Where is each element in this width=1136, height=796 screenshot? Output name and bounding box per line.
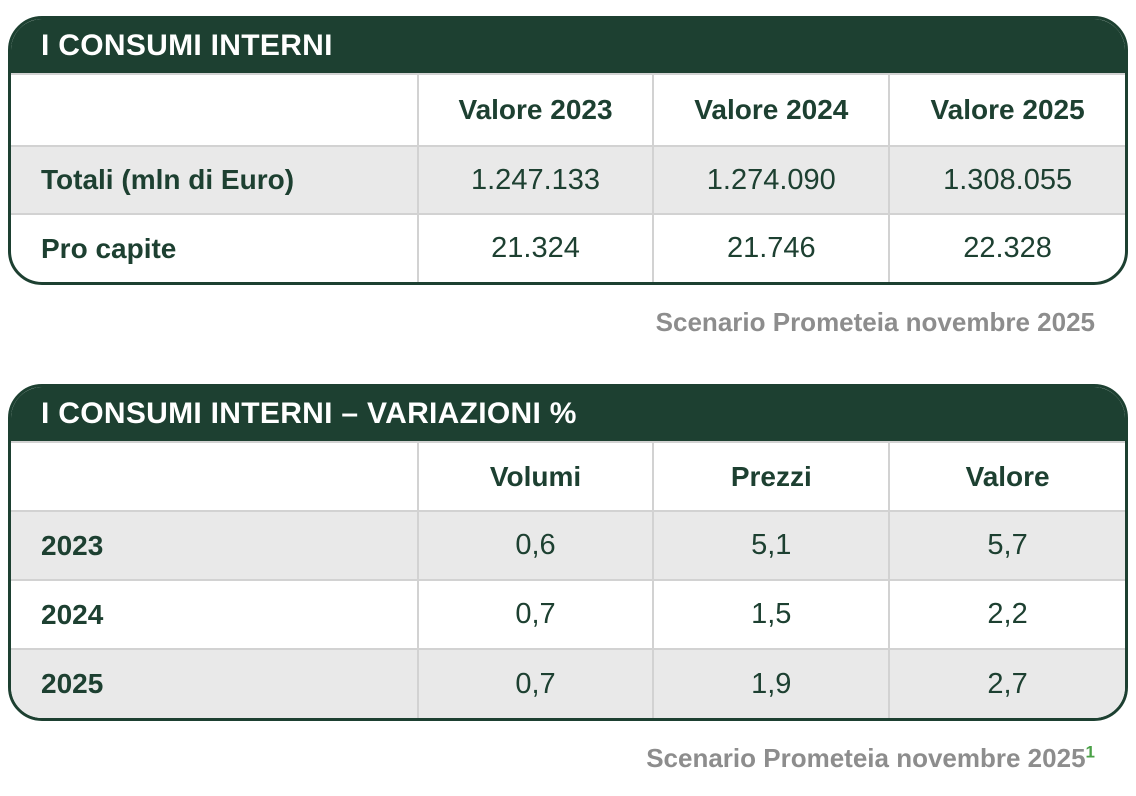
table-row-totali: Totali (mln di Euro) 1.247.133 1.274.090… [11, 145, 1125, 215]
cell-2025-prezzi: 1,9 [652, 648, 891, 718]
variazioni-table: Volumi Prezzi Valore 2023 0,6 5,1 5,7 20… [11, 442, 1125, 718]
consumi-interni-title: I CONSUMI INTERNI [41, 29, 333, 62]
consumi-interni-title-bar: I CONSUMI INTERNI [11, 19, 1125, 75]
cell-2024-volumi: 0,7 [416, 579, 655, 650]
cell-totali-2023: 1.247.133 [416, 145, 655, 215]
column-header-prezzi: Prezzi [652, 442, 891, 512]
cell-totali-2025: 1.308.055 [888, 145, 1125, 215]
row-label-totali: Totali (mln di Euro) [11, 145, 419, 215]
consumi-interni-card: I CONSUMI INTERNI Valore 2023 Valore 202… [8, 16, 1128, 285]
column-header-valore-2024: Valore 2024 [652, 74, 891, 147]
cell-2024-prezzi: 1,5 [652, 579, 891, 650]
source-caption-1: Scenario Prometeia novembre 2025 [0, 307, 1136, 338]
column-header-valore-2023: Valore 2023 [416, 74, 655, 147]
cell-2023-valore: 5,7 [888, 510, 1125, 581]
column-header-valore-2025: Valore 2025 [888, 74, 1125, 147]
cell-2023-volumi: 0,6 [416, 510, 655, 581]
source-caption-2-text: Scenario Prometeia novembre 2025 [646, 743, 1086, 773]
corner-empty-cell [11, 74, 419, 147]
footnote-marker-1[interactable]: 1 [1085, 742, 1095, 762]
row-label-2023: 2023 [11, 510, 419, 581]
cell-2025-valore: 2,7 [888, 648, 1125, 718]
column-header-valore: Valore [888, 442, 1125, 512]
cell-procapite-2023: 21.324 [416, 213, 655, 282]
consumi-interni-table: Valore 2023 Valore 2024 Valore 2025 Tota… [11, 74, 1125, 282]
cell-procapite-2024: 21.746 [652, 213, 891, 282]
table-row-2024: 2024 0,7 1,5 2,2 [11, 579, 1125, 650]
variazioni-card: I CONSUMI INTERNI – VARIAZIONI % Volumi … [8, 384, 1128, 721]
row-label-pro-capite: Pro capite [11, 213, 419, 282]
table-row-2023: 2023 0,6 5,1 5,7 [11, 510, 1125, 581]
table-row-pro-capite: Pro capite 21.324 21.746 22.328 [11, 213, 1125, 282]
variazioni-title-bar: I CONSUMI INTERNI – VARIAZIONI % [11, 387, 1125, 443]
cell-procapite-2025: 22.328 [888, 213, 1125, 282]
cell-2025-volumi: 0,7 [416, 648, 655, 718]
cell-2023-prezzi: 5,1 [652, 510, 891, 581]
table-row-2025: 2025 0,7 1,9 2,7 [11, 648, 1125, 718]
table-header-row: Volumi Prezzi Valore [11, 442, 1125, 512]
source-caption-1-text: Scenario Prometeia novembre 2025 [655, 307, 1095, 337]
table-header-row: Valore 2023 Valore 2024 Valore 2025 [11, 74, 1125, 147]
source-caption-2: Scenario Prometeia novembre 20251 [0, 743, 1136, 774]
cell-2024-valore: 2,2 [888, 579, 1125, 650]
corner-empty-cell [11, 442, 419, 512]
row-label-2025: 2025 [11, 648, 419, 718]
row-label-2024: 2024 [11, 579, 419, 650]
cell-totali-2024: 1.274.090 [652, 145, 891, 215]
variazioni-title: I CONSUMI INTERNI – VARIAZIONI % [41, 397, 577, 430]
column-header-volumi: Volumi [416, 442, 655, 512]
